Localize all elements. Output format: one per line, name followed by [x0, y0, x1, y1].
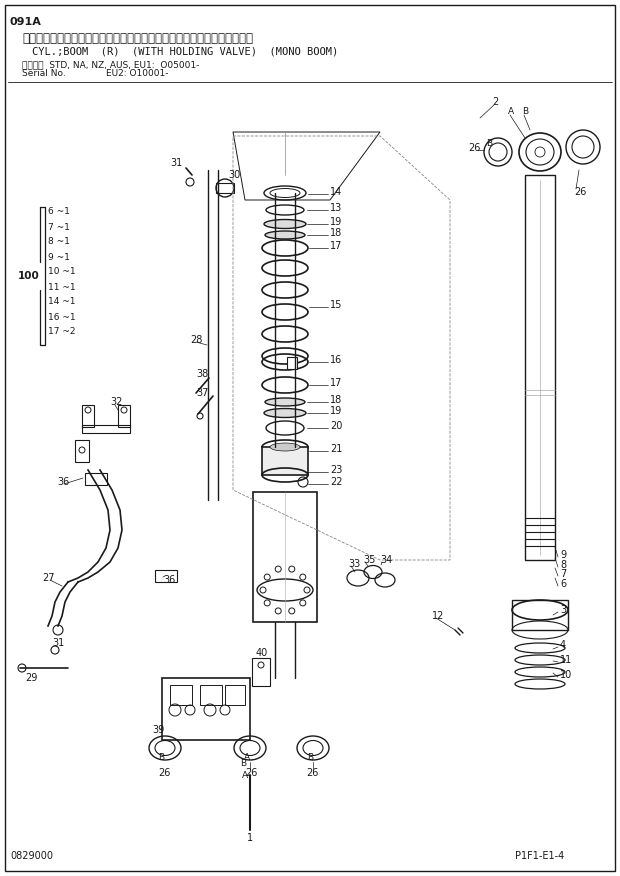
Text: 38: 38 [196, 369, 208, 379]
Text: 2: 2 [492, 97, 498, 107]
Text: 23: 23 [330, 465, 342, 475]
Text: 39: 39 [152, 725, 164, 735]
Text: 091A: 091A [10, 17, 42, 27]
Text: 18: 18 [330, 395, 342, 405]
Ellipse shape [264, 220, 306, 229]
Text: 17 ~2: 17 ~2 [48, 328, 76, 336]
Text: 26: 26 [306, 768, 319, 778]
Text: 1: 1 [247, 833, 253, 843]
Text: Serial No.              EU2: O10001-: Serial No. EU2: O10001- [22, 69, 169, 79]
Bar [82, 425, 130, 433]
Bar [225, 685, 245, 705]
Text: 12: 12 [432, 611, 445, 621]
Text: 37: 37 [196, 388, 208, 398]
Bar [200, 685, 222, 705]
Bar [287, 357, 297, 369]
Text: 9: 9 [560, 550, 566, 560]
Bar [170, 685, 192, 705]
Text: 31: 31 [52, 638, 64, 648]
Text: B: B [522, 108, 528, 117]
Text: 35: 35 [363, 555, 375, 565]
Text: 28: 28 [190, 335, 202, 345]
Text: 26: 26 [158, 768, 170, 778]
Text: 29: 29 [25, 673, 37, 683]
Text: 26: 26 [245, 768, 257, 778]
Text: 13: 13 [330, 203, 342, 213]
Ellipse shape [265, 231, 305, 239]
Text: A: A [244, 753, 250, 762]
Text: 14: 14 [330, 187, 342, 197]
Text: 9 ~1: 9 ~1 [48, 252, 70, 262]
Text: 11 ~1: 11 ~1 [48, 282, 76, 292]
Text: 30: 30 [228, 170, 241, 180]
Bar [525, 175, 555, 560]
Text: 36: 36 [57, 477, 69, 487]
Text: 19: 19 [330, 406, 342, 416]
Ellipse shape [270, 443, 300, 451]
Text: B: B [307, 753, 313, 762]
Text: 32: 32 [110, 397, 122, 407]
Text: 6: 6 [560, 579, 566, 589]
Bar [253, 492, 317, 622]
Text: B: B [240, 759, 246, 767]
Text: 3: 3 [560, 605, 566, 615]
Text: 26: 26 [574, 187, 587, 197]
Text: A: A [508, 108, 514, 117]
Text: 8 ~1: 8 ~1 [48, 237, 70, 246]
Text: B: B [158, 753, 164, 762]
Text: 17: 17 [330, 241, 342, 251]
Text: 0829000: 0829000 [10, 851, 53, 861]
Bar [85, 473, 107, 485]
Bar [118, 405, 130, 427]
Text: 10: 10 [560, 670, 572, 680]
Bar [512, 600, 568, 630]
Text: 14 ~1: 14 ~1 [48, 298, 76, 307]
Text: 6 ~1: 6 ~1 [48, 208, 70, 216]
Text: 4: 4 [560, 640, 566, 650]
Bar [262, 447, 308, 475]
Bar [82, 405, 94, 427]
Text: B: B [486, 138, 492, 147]
Ellipse shape [264, 408, 306, 418]
Text: 11: 11 [560, 655, 572, 665]
Bar [75, 440, 89, 462]
Text: 16: 16 [330, 355, 342, 365]
Ellipse shape [265, 398, 305, 406]
Text: 27: 27 [42, 573, 55, 583]
Text: 17: 17 [330, 378, 342, 388]
Text: 22: 22 [330, 477, 342, 487]
Text: 16 ~1: 16 ~1 [48, 313, 76, 321]
Text: 19: 19 [330, 217, 342, 227]
Text: 8: 8 [560, 560, 566, 570]
Text: 21: 21 [330, 444, 342, 454]
Text: 7 ~1: 7 ~1 [48, 223, 70, 231]
Text: 40: 40 [256, 648, 268, 658]
Text: 31: 31 [170, 158, 182, 168]
Text: 36: 36 [163, 575, 175, 585]
Bar [155, 570, 177, 582]
Text: CYL.;BOOM  (R)  (WITH HOLDING VALVE)  (MONO BOOM): CYL.;BOOM (R) (WITH HOLDING VALVE) (MONO… [32, 47, 339, 57]
Text: 20: 20 [330, 421, 342, 431]
Text: 10 ~1: 10 ~1 [48, 267, 76, 277]
Text: 18: 18 [330, 228, 342, 238]
Text: 34: 34 [380, 555, 392, 565]
Text: 適用号機  STD, NA, NZ, AUS, EU1:  O05001-: 適用号機 STD, NA, NZ, AUS, EU1: O05001- [22, 60, 200, 69]
Text: A: A [242, 771, 248, 780]
Text: 33: 33 [348, 559, 360, 569]
Text: 7: 7 [560, 569, 566, 579]
Text: P1F1-E1-4: P1F1-E1-4 [515, 851, 564, 861]
Bar [162, 678, 250, 740]
Bar [252, 658, 270, 686]
Text: シリンダ；ブーム（右）　（ホールディングバルブ付）　（モノブーム）: シリンダ；ブーム（右） （ホールディングバルブ付） （モノブーム） [22, 32, 253, 45]
Text: 15: 15 [330, 300, 342, 310]
Text: 100: 100 [18, 271, 40, 281]
Bar [216, 183, 234, 193]
Text: 26: 26 [468, 143, 481, 153]
